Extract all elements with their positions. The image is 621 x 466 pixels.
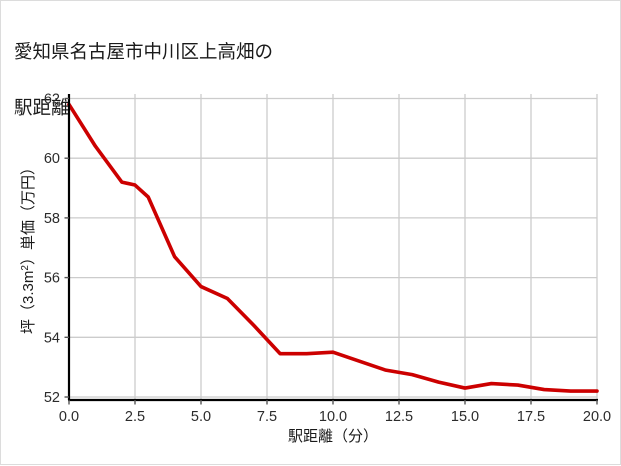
- y-axis-title-part1: 坪（3.3m: [20, 271, 37, 334]
- y-tick-labels: 52 54 56 58 60 62: [44, 91, 60, 406]
- y-tick-label: 54: [44, 330, 60, 346]
- y-tick-label: 56: [44, 271, 60, 287]
- x-tick-label: 5.0: [191, 409, 211, 425]
- x-tick-label: 20.0: [583, 409, 611, 425]
- y-axis-title-part2: ）単価（万円）: [20, 160, 37, 265]
- x-tick-label: 0.0: [59, 409, 79, 425]
- x-axis-title: 駅距離（分）: [288, 427, 378, 445]
- data-series-layer: [67, 102, 599, 393]
- x-tick-label: 7.5: [257, 409, 277, 425]
- gridlines: [69, 94, 598, 400]
- y-axis-title: 坪（3.3m2）単価（万円）: [20, 160, 37, 334]
- y-axis-title-superscript: 2: [20, 265, 31, 271]
- y-tick-label: 58: [44, 211, 60, 227]
- y-tick-label: 52: [44, 390, 60, 406]
- chart-title-line-1: 愛知県名古屋市中川区上高畑の: [14, 41, 274, 62]
- x-tick-label: 15.0: [451, 409, 479, 425]
- x-tick-label: 10.0: [319, 409, 347, 425]
- data-line: [67, 102, 599, 393]
- tick-marks: [64, 97, 598, 405]
- y-tick-label: 60: [44, 151, 60, 167]
- x-tick-label: 12.5: [385, 409, 413, 425]
- y-tick-label: 62: [44, 91, 60, 107]
- x-tick-label: 2.5: [125, 409, 145, 425]
- x-tick-labels: 0.0 2.5 5.0 7.5 10.0 12.5 15.0 17.5 20.0: [59, 409, 611, 425]
- x-tick-label: 17.5: [517, 409, 545, 425]
